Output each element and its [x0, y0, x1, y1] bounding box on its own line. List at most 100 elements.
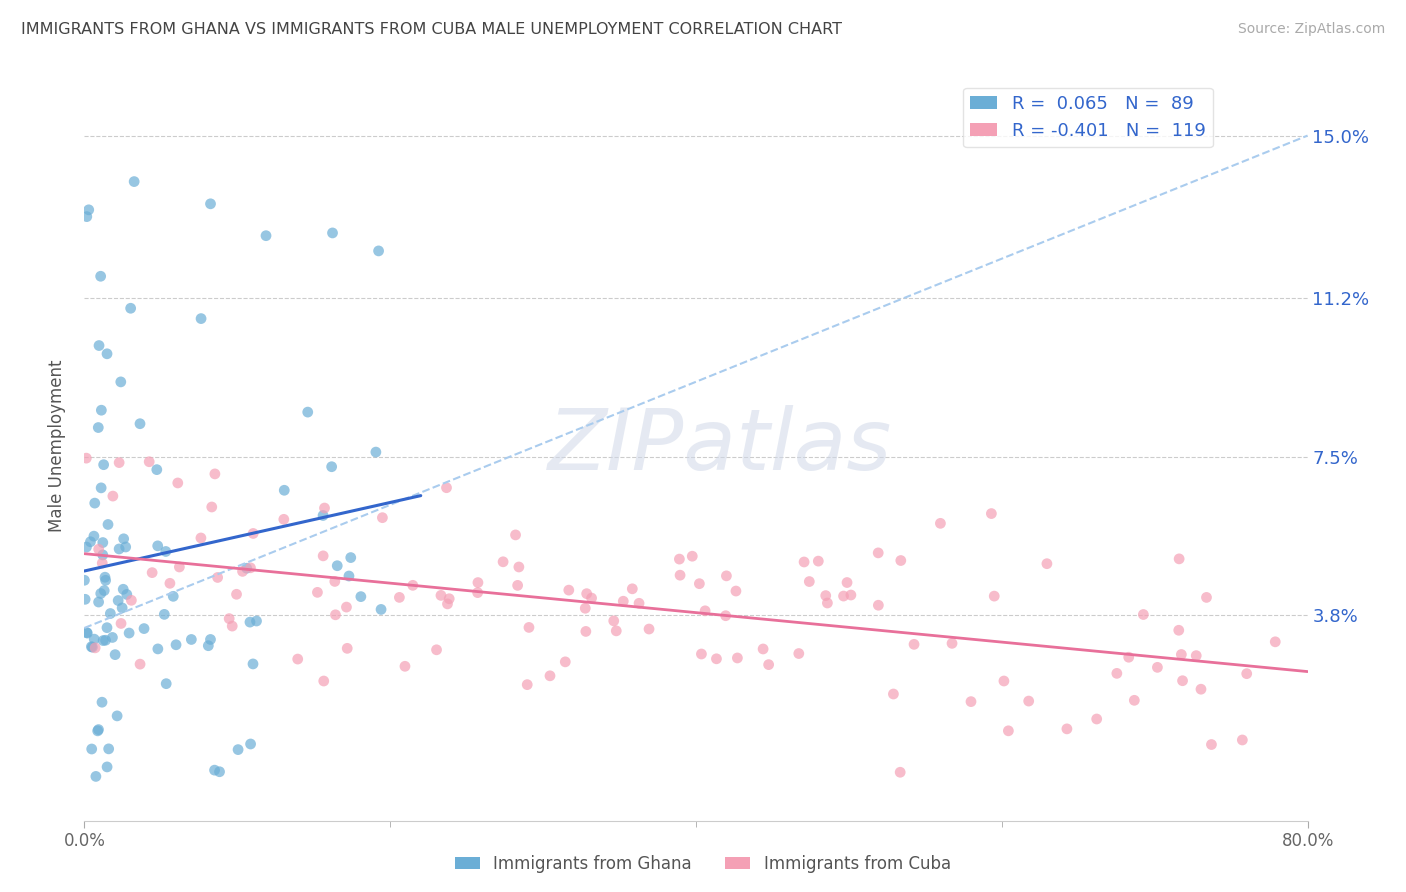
- Legend: R =  0.065   N =  89, R = -0.401   N =  119: R = 0.065 N = 89, R = -0.401 N = 119: [963, 88, 1213, 147]
- Point: [254, 228, 277, 243]
- Point: [138, 455, 160, 469]
- Point: [807, 554, 830, 568]
- Point: [612, 594, 634, 608]
- Point: [141, 566, 163, 580]
- Point: [725, 651, 748, 665]
- Point: [1189, 682, 1212, 697]
- Point: [388, 591, 411, 605]
- Point: [97, 517, 120, 532]
- Point: [77, 202, 100, 217]
- Point: [75, 451, 97, 466]
- Point: [312, 508, 335, 523]
- Point: [94, 633, 117, 648]
- Point: [505, 528, 527, 542]
- Point: [146, 462, 169, 476]
- Point: [312, 673, 335, 688]
- Point: [716, 569, 738, 583]
- Point: [882, 687, 904, 701]
- Point: [980, 507, 1002, 521]
- Point: [993, 673, 1015, 688]
- Point: [96, 347, 118, 361]
- Point: [929, 516, 952, 531]
- Point: [321, 459, 343, 474]
- Point: [814, 589, 837, 603]
- Point: [91, 548, 114, 562]
- Point: [350, 590, 373, 604]
- Point: [101, 489, 124, 503]
- Point: [90, 269, 112, 284]
- Point: [1195, 591, 1218, 605]
- Point: [1123, 693, 1146, 707]
- Point: [1185, 648, 1208, 663]
- Point: [165, 638, 187, 652]
- Point: [1264, 635, 1286, 649]
- Point: [492, 555, 515, 569]
- Point: [166, 475, 188, 490]
- Point: [839, 588, 862, 602]
- Point: [1146, 660, 1168, 674]
- Point: [1132, 607, 1154, 622]
- Point: [98, 607, 121, 621]
- Point: [87, 595, 110, 609]
- Point: [323, 574, 346, 589]
- Point: [112, 582, 135, 597]
- Point: [75, 540, 97, 554]
- Point: [312, 549, 335, 563]
- Point: [325, 607, 347, 622]
- Point: [112, 532, 135, 546]
- Point: [204, 467, 226, 481]
- Point: [90, 586, 112, 600]
- Point: [129, 657, 152, 672]
- Point: [681, 549, 703, 564]
- Point: [235, 561, 257, 575]
- Point: [87, 542, 110, 557]
- Point: [232, 565, 254, 579]
- Point: [868, 546, 890, 560]
- Point: [76, 210, 98, 224]
- Point: [155, 676, 177, 690]
- Point: [339, 550, 361, 565]
- Text: ZIPatlas: ZIPatlas: [548, 404, 893, 488]
- Point: [517, 620, 540, 634]
- Point: [239, 615, 262, 629]
- Point: [76, 625, 98, 640]
- Point: [107, 593, 129, 607]
- Point: [91, 695, 114, 709]
- Point: [108, 541, 131, 556]
- Text: IMMIGRANTS FROM GHANA VS IMMIGRANTS FROM CUBA MALE UNEMPLOYMENT CORRELATION CHAR: IMMIGRANTS FROM GHANA VS IMMIGRANTS FROM…: [21, 22, 842, 37]
- Point: [132, 622, 155, 636]
- Point: [1085, 712, 1108, 726]
- Point: [239, 737, 262, 751]
- Point: [467, 575, 489, 590]
- Point: [239, 561, 262, 575]
- Point: [129, 417, 152, 431]
- Point: [114, 540, 136, 554]
- Point: [554, 655, 576, 669]
- Point: [558, 583, 581, 598]
- Point: [1036, 557, 1059, 571]
- Point: [80, 640, 103, 654]
- Point: [394, 659, 416, 673]
- Point: [245, 614, 267, 628]
- Point: [668, 552, 690, 566]
- Point: [82, 640, 104, 655]
- Point: [101, 631, 124, 645]
- Point: [1105, 666, 1128, 681]
- Point: [96, 760, 118, 774]
- Point: [169, 560, 191, 574]
- Point: [370, 602, 392, 616]
- Point: [242, 526, 264, 541]
- Point: [159, 576, 181, 591]
- Point: [83, 632, 105, 647]
- Point: [903, 637, 925, 651]
- Point: [86, 723, 108, 738]
- Point: [208, 764, 231, 779]
- Point: [225, 587, 247, 601]
- Point: [201, 500, 224, 514]
- Point: [364, 445, 387, 459]
- Point: [307, 585, 329, 599]
- Point: [91, 556, 114, 570]
- Point: [190, 311, 212, 326]
- Point: [110, 375, 132, 389]
- Point: [508, 560, 530, 574]
